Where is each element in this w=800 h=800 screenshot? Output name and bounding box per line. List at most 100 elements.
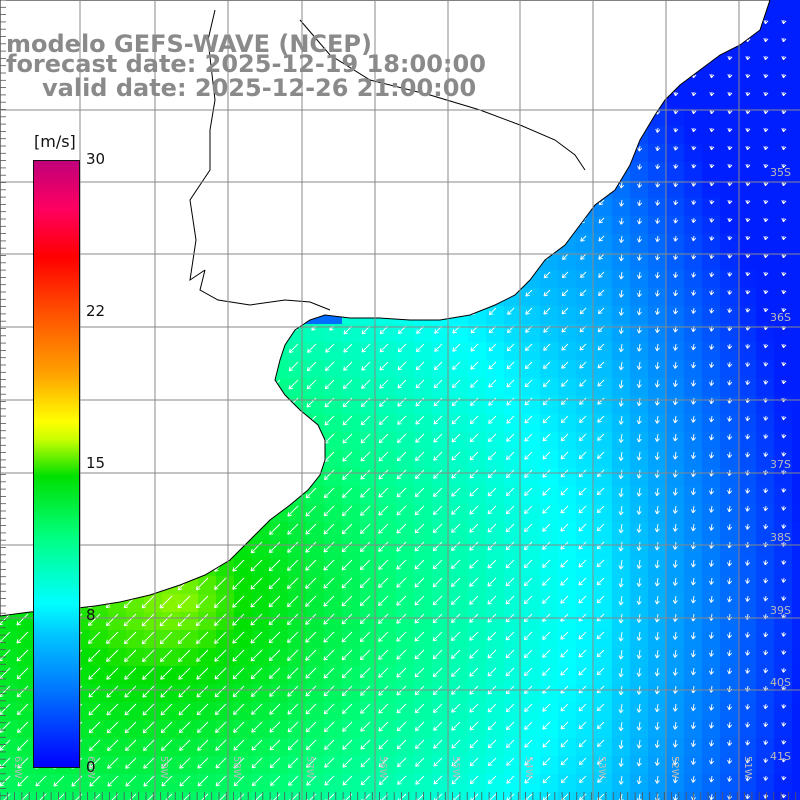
wind-cell xyxy=(792,450,800,469)
wind-cell xyxy=(666,216,685,235)
wind-cell xyxy=(342,432,361,451)
wind-arrow xyxy=(178,667,191,680)
wind-arrow xyxy=(178,685,191,698)
wind-arrow xyxy=(287,667,299,679)
wind-cell xyxy=(18,612,37,631)
wind-arrow xyxy=(637,145,643,152)
wind-cell xyxy=(342,612,361,631)
wind-arrow xyxy=(524,397,533,406)
wind-cell xyxy=(360,378,379,397)
wind-arrow xyxy=(305,649,317,661)
wind-arrow xyxy=(342,739,353,750)
wind-arrow xyxy=(691,397,697,405)
wind-arrow xyxy=(745,793,751,800)
wind-arrow xyxy=(655,253,661,261)
wind-cell xyxy=(756,108,775,127)
wind-arrow xyxy=(727,307,733,313)
wind-arrow xyxy=(637,217,643,225)
wind-arrow xyxy=(432,505,443,516)
wind-cell xyxy=(738,576,757,595)
wind-cell xyxy=(432,432,451,451)
wind-arrow xyxy=(709,739,715,747)
wind-cell xyxy=(594,612,613,631)
wind-arrow xyxy=(488,415,497,424)
wind-arrow xyxy=(618,469,624,480)
wind-arrow xyxy=(359,667,371,679)
wind-cell xyxy=(180,666,199,685)
wind-cell xyxy=(522,396,541,415)
wind-cell xyxy=(720,306,739,325)
wind-cell xyxy=(756,72,775,91)
wind-arrow xyxy=(451,541,461,551)
wind-arrow xyxy=(763,505,769,512)
wind-arrow xyxy=(691,235,697,242)
wind-arrow xyxy=(709,271,715,278)
wind-cell xyxy=(522,756,541,775)
land-area xyxy=(0,0,771,617)
wind-arrow xyxy=(691,361,697,369)
wind-cell xyxy=(360,756,379,775)
wind-cell xyxy=(216,720,235,739)
wind-cell xyxy=(756,252,775,271)
wind-arrow xyxy=(542,379,551,388)
wind-cell xyxy=(774,576,793,595)
wind-arrow xyxy=(636,739,642,749)
wind-arrow xyxy=(596,523,605,532)
wind-cell xyxy=(108,774,127,793)
wind-cell xyxy=(162,792,181,800)
wind-arrow xyxy=(0,793,11,800)
wind-cell xyxy=(738,666,757,685)
wind-cell xyxy=(540,450,559,469)
wind-arrow xyxy=(307,343,317,353)
wind-cell xyxy=(486,720,505,739)
wind-cell xyxy=(522,666,541,685)
wind-cell xyxy=(270,756,289,775)
wind-arrow xyxy=(763,307,769,313)
wind-arrow xyxy=(505,595,515,605)
wind-arrow xyxy=(359,577,371,589)
wind-cell xyxy=(720,702,739,721)
wind-cell xyxy=(522,414,541,433)
wind-cell xyxy=(144,774,163,793)
wind-arrow xyxy=(360,415,371,426)
wind-arrow xyxy=(654,757,660,766)
wind-arrow xyxy=(636,667,642,677)
wind-arrow xyxy=(579,343,587,351)
wind-cell xyxy=(594,522,613,541)
wind-arrow xyxy=(159,613,173,627)
wind-arrow xyxy=(469,649,479,659)
wind-cell xyxy=(684,756,703,775)
wind-cell xyxy=(522,774,541,793)
wind-arrow xyxy=(727,595,733,603)
wind-arrow xyxy=(487,631,497,641)
lon-label: 54W xyxy=(523,756,534,779)
wind-arrow xyxy=(781,577,787,583)
wind-arrow xyxy=(288,361,299,372)
wind-cell xyxy=(774,198,793,217)
wind-arrow xyxy=(781,361,787,367)
wind-cell xyxy=(594,756,613,775)
wind-cell xyxy=(360,612,379,631)
wind-arrow xyxy=(305,577,317,589)
wind-cell xyxy=(324,702,343,721)
wind-arrow xyxy=(654,397,660,406)
wind-arrow xyxy=(709,397,715,405)
wind-cell xyxy=(270,630,289,649)
wind-arrow xyxy=(124,667,137,680)
wind-arrow xyxy=(781,55,787,61)
wind-arrow xyxy=(487,541,497,551)
wind-cell xyxy=(684,702,703,721)
wind-cell xyxy=(576,432,595,451)
wind-arrow xyxy=(524,757,533,766)
wind-arrow xyxy=(396,487,407,498)
wind-arrow xyxy=(727,127,733,133)
wind-cell xyxy=(432,594,451,613)
wind-arrow xyxy=(781,667,787,673)
wind-arrow xyxy=(578,451,587,460)
wind-arrow xyxy=(451,487,461,497)
wind-arrow xyxy=(578,721,587,730)
wind-cell xyxy=(486,756,505,775)
wind-arrow xyxy=(524,415,533,424)
wind-arrow xyxy=(524,343,533,352)
